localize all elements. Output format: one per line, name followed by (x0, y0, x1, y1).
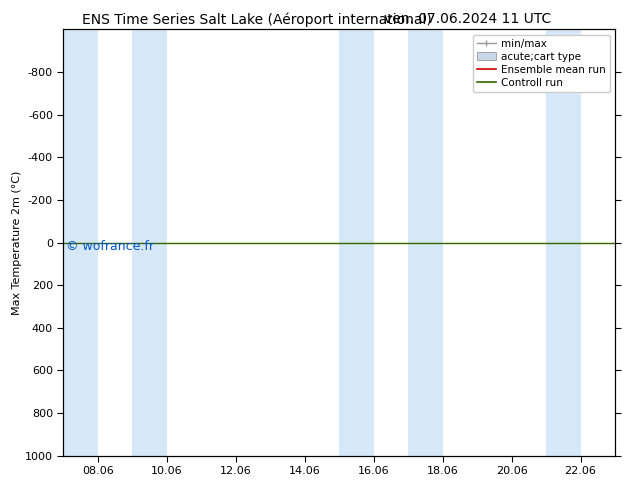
Bar (546, 29, 581, 456)
Y-axis label: Max Temperature 2m (°C): Max Temperature 2m (°C) (12, 171, 22, 315)
Bar (408, 29, 443, 456)
Text: ven. 07.06.2024 11 UTC: ven. 07.06.2024 11 UTC (384, 12, 552, 26)
Legend: min/max, acute;cart type, Ensemble mean run, Controll run: min/max, acute;cart type, Ensemble mean … (473, 35, 610, 92)
Bar (63, 29, 98, 456)
Text: © wofrance.fr: © wofrance.fr (66, 241, 154, 253)
Bar (133, 29, 167, 456)
Bar (339, 29, 373, 456)
Text: ENS Time Series Salt Lake (Aéroport international): ENS Time Series Salt Lake (Aéroport inte… (82, 12, 432, 27)
